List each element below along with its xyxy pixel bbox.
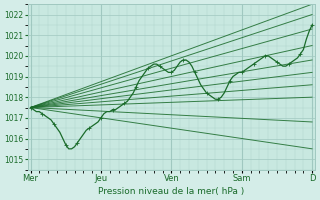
X-axis label: Pression niveau de la mer( hPa ): Pression niveau de la mer( hPa ) — [98, 187, 244, 196]
